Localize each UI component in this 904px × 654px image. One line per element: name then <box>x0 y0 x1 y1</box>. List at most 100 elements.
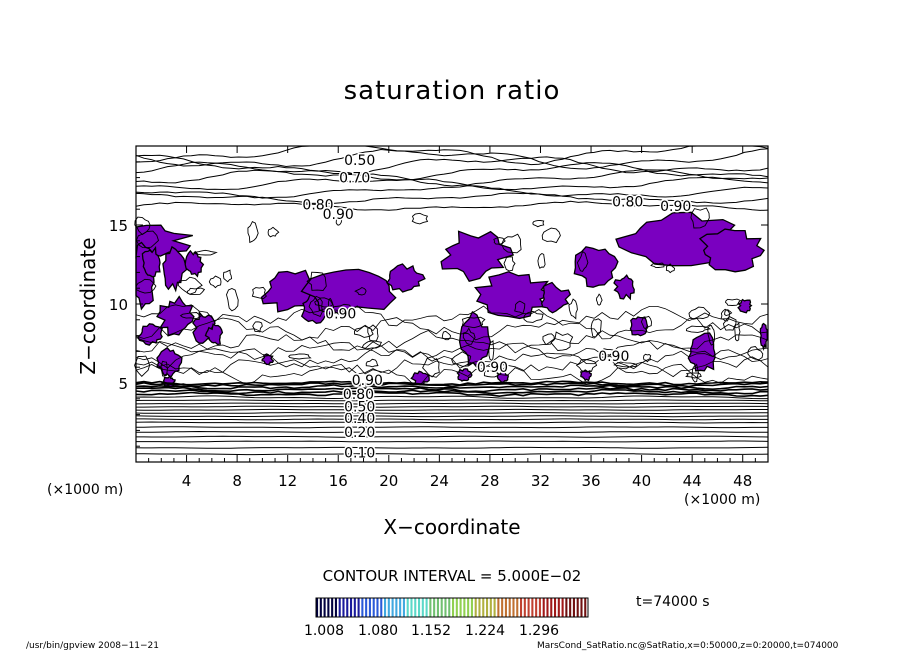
colorbar-stripe <box>448 598 451 617</box>
contour-cell-40 <box>688 306 711 320</box>
contour-line-12 <box>136 405 769 408</box>
colorbar-stripe <box>391 598 394 617</box>
colorbar-stripe <box>501 598 504 617</box>
shaded-region-18 <box>540 281 572 314</box>
contour-line-26 <box>135 169 769 187</box>
contour-cell-31 <box>488 340 495 362</box>
contour-line-14 <box>135 399 769 402</box>
colorbar-stripe <box>399 598 402 617</box>
footer-command: /usr/bin/gpview 2008−11−21 <box>26 641 160 651</box>
shaded-region-13 <box>300 268 397 315</box>
colorbar-stripe <box>402 598 405 617</box>
shaded-region-22 <box>698 228 766 273</box>
contour-cell-53 <box>503 256 516 272</box>
contour-line-20 <box>135 381 769 388</box>
contour-cell-21 <box>665 263 676 274</box>
x-tick-label: 48 <box>733 472 752 490</box>
contour-cell-8 <box>251 286 267 300</box>
colorbar-stripe <box>478 598 481 617</box>
x-axis-label: X−coordinate <box>383 515 521 539</box>
contour-cell-44 <box>354 325 374 338</box>
contour-label-15: 0.90 <box>660 199 691 215</box>
colorbar-stripe <box>357 598 360 617</box>
colorbar-stripe <box>319 598 322 617</box>
contour-cell-2 <box>532 220 545 228</box>
shaded-region-32 <box>737 298 753 314</box>
colorbar-stripe <box>372 598 375 617</box>
colorbar-stripe <box>459 598 462 617</box>
contour-line-8 <box>136 418 768 421</box>
colorbar-stripe <box>338 598 341 617</box>
contour-line-10 <box>135 412 769 415</box>
colorbar-stripe <box>410 598 413 617</box>
colorbar-stripe <box>542 598 545 617</box>
contour-cell-45 <box>462 327 476 345</box>
contour-cell-47 <box>596 293 603 306</box>
colorbar-stripe <box>452 598 455 617</box>
contour-line-19 <box>135 384 769 391</box>
colorbar-stripe <box>334 598 337 617</box>
contour-line-24 <box>135 185 769 199</box>
contour-cell-24 <box>497 363 506 370</box>
shaded-region-5 <box>184 249 205 278</box>
colorbar-stripe <box>327 598 330 617</box>
colorbar-stripe <box>421 598 424 617</box>
colorbar-stripe <box>486 598 489 617</box>
colorbar-stripe <box>368 598 371 617</box>
contour-cell-28 <box>590 318 602 338</box>
contour-cell-50 <box>691 363 699 383</box>
contour-cell-7 <box>575 359 598 373</box>
contour-cell-59 <box>451 351 472 367</box>
colorbar-tick-label: 1.008 <box>303 623 345 639</box>
colorbar-stripe <box>331 598 334 617</box>
colorbar-stripe <box>538 598 541 617</box>
shaded-region-19 <box>573 246 619 288</box>
contour-cell-55 <box>576 250 589 272</box>
contour-cell-68 <box>724 298 742 306</box>
colorbar-stripe <box>380 598 383 617</box>
contour-cell-51 <box>461 316 486 329</box>
colorbar-stripe <box>365 598 368 617</box>
contour-cell-63 <box>134 216 151 236</box>
plot-frame <box>135 145 769 463</box>
contour-label-3: 0.40 <box>344 411 375 427</box>
supersaturation-shading <box>135 211 769 388</box>
colorbar-stripe <box>497 598 500 617</box>
x-unit-label-left: (×1000 m) <box>47 482 124 498</box>
contour-cell-23 <box>411 212 429 225</box>
colorbar-stripe <box>429 598 432 617</box>
x-tick-label: 4 <box>182 472 192 490</box>
chart-title: saturation ratio <box>343 76 561 106</box>
contour-line-4 <box>136 435 769 438</box>
colorbar-stripe <box>467 598 470 617</box>
colorbar-stripe <box>557 598 560 617</box>
contour-cell-13 <box>160 360 168 377</box>
contour-line-25 <box>135 176 769 191</box>
contour-label-9: 0.90 <box>477 360 508 376</box>
colorbar-stripe <box>504 598 507 617</box>
contour-cell-41 <box>422 357 440 378</box>
contour-cell-14 <box>685 325 712 333</box>
shaded-region-17 <box>474 271 555 320</box>
contour-cell-16 <box>252 321 263 333</box>
contour-cell-67 <box>707 325 716 346</box>
colorbar-stripe <box>425 598 428 617</box>
contour-line-34 <box>135 340 769 360</box>
colorbar-stripe <box>433 598 436 617</box>
contour-line-1 <box>135 453 769 456</box>
colorbar-stripe <box>554 598 557 617</box>
contour-cell-27 <box>247 220 259 244</box>
contour-cell-64 <box>208 275 222 289</box>
shaded-region-8 <box>137 323 164 346</box>
contour-cell-32 <box>542 333 555 345</box>
contour-line-30 <box>135 145 769 166</box>
colorbar-stripe <box>512 598 515 617</box>
colorbar-stripe <box>546 598 549 617</box>
colorbar-stripe <box>406 598 409 617</box>
contour-line-9 <box>135 415 769 418</box>
colorbar-stripe <box>550 598 553 617</box>
contour-cell-6 <box>537 252 546 269</box>
contour-cell-56 <box>177 276 203 295</box>
